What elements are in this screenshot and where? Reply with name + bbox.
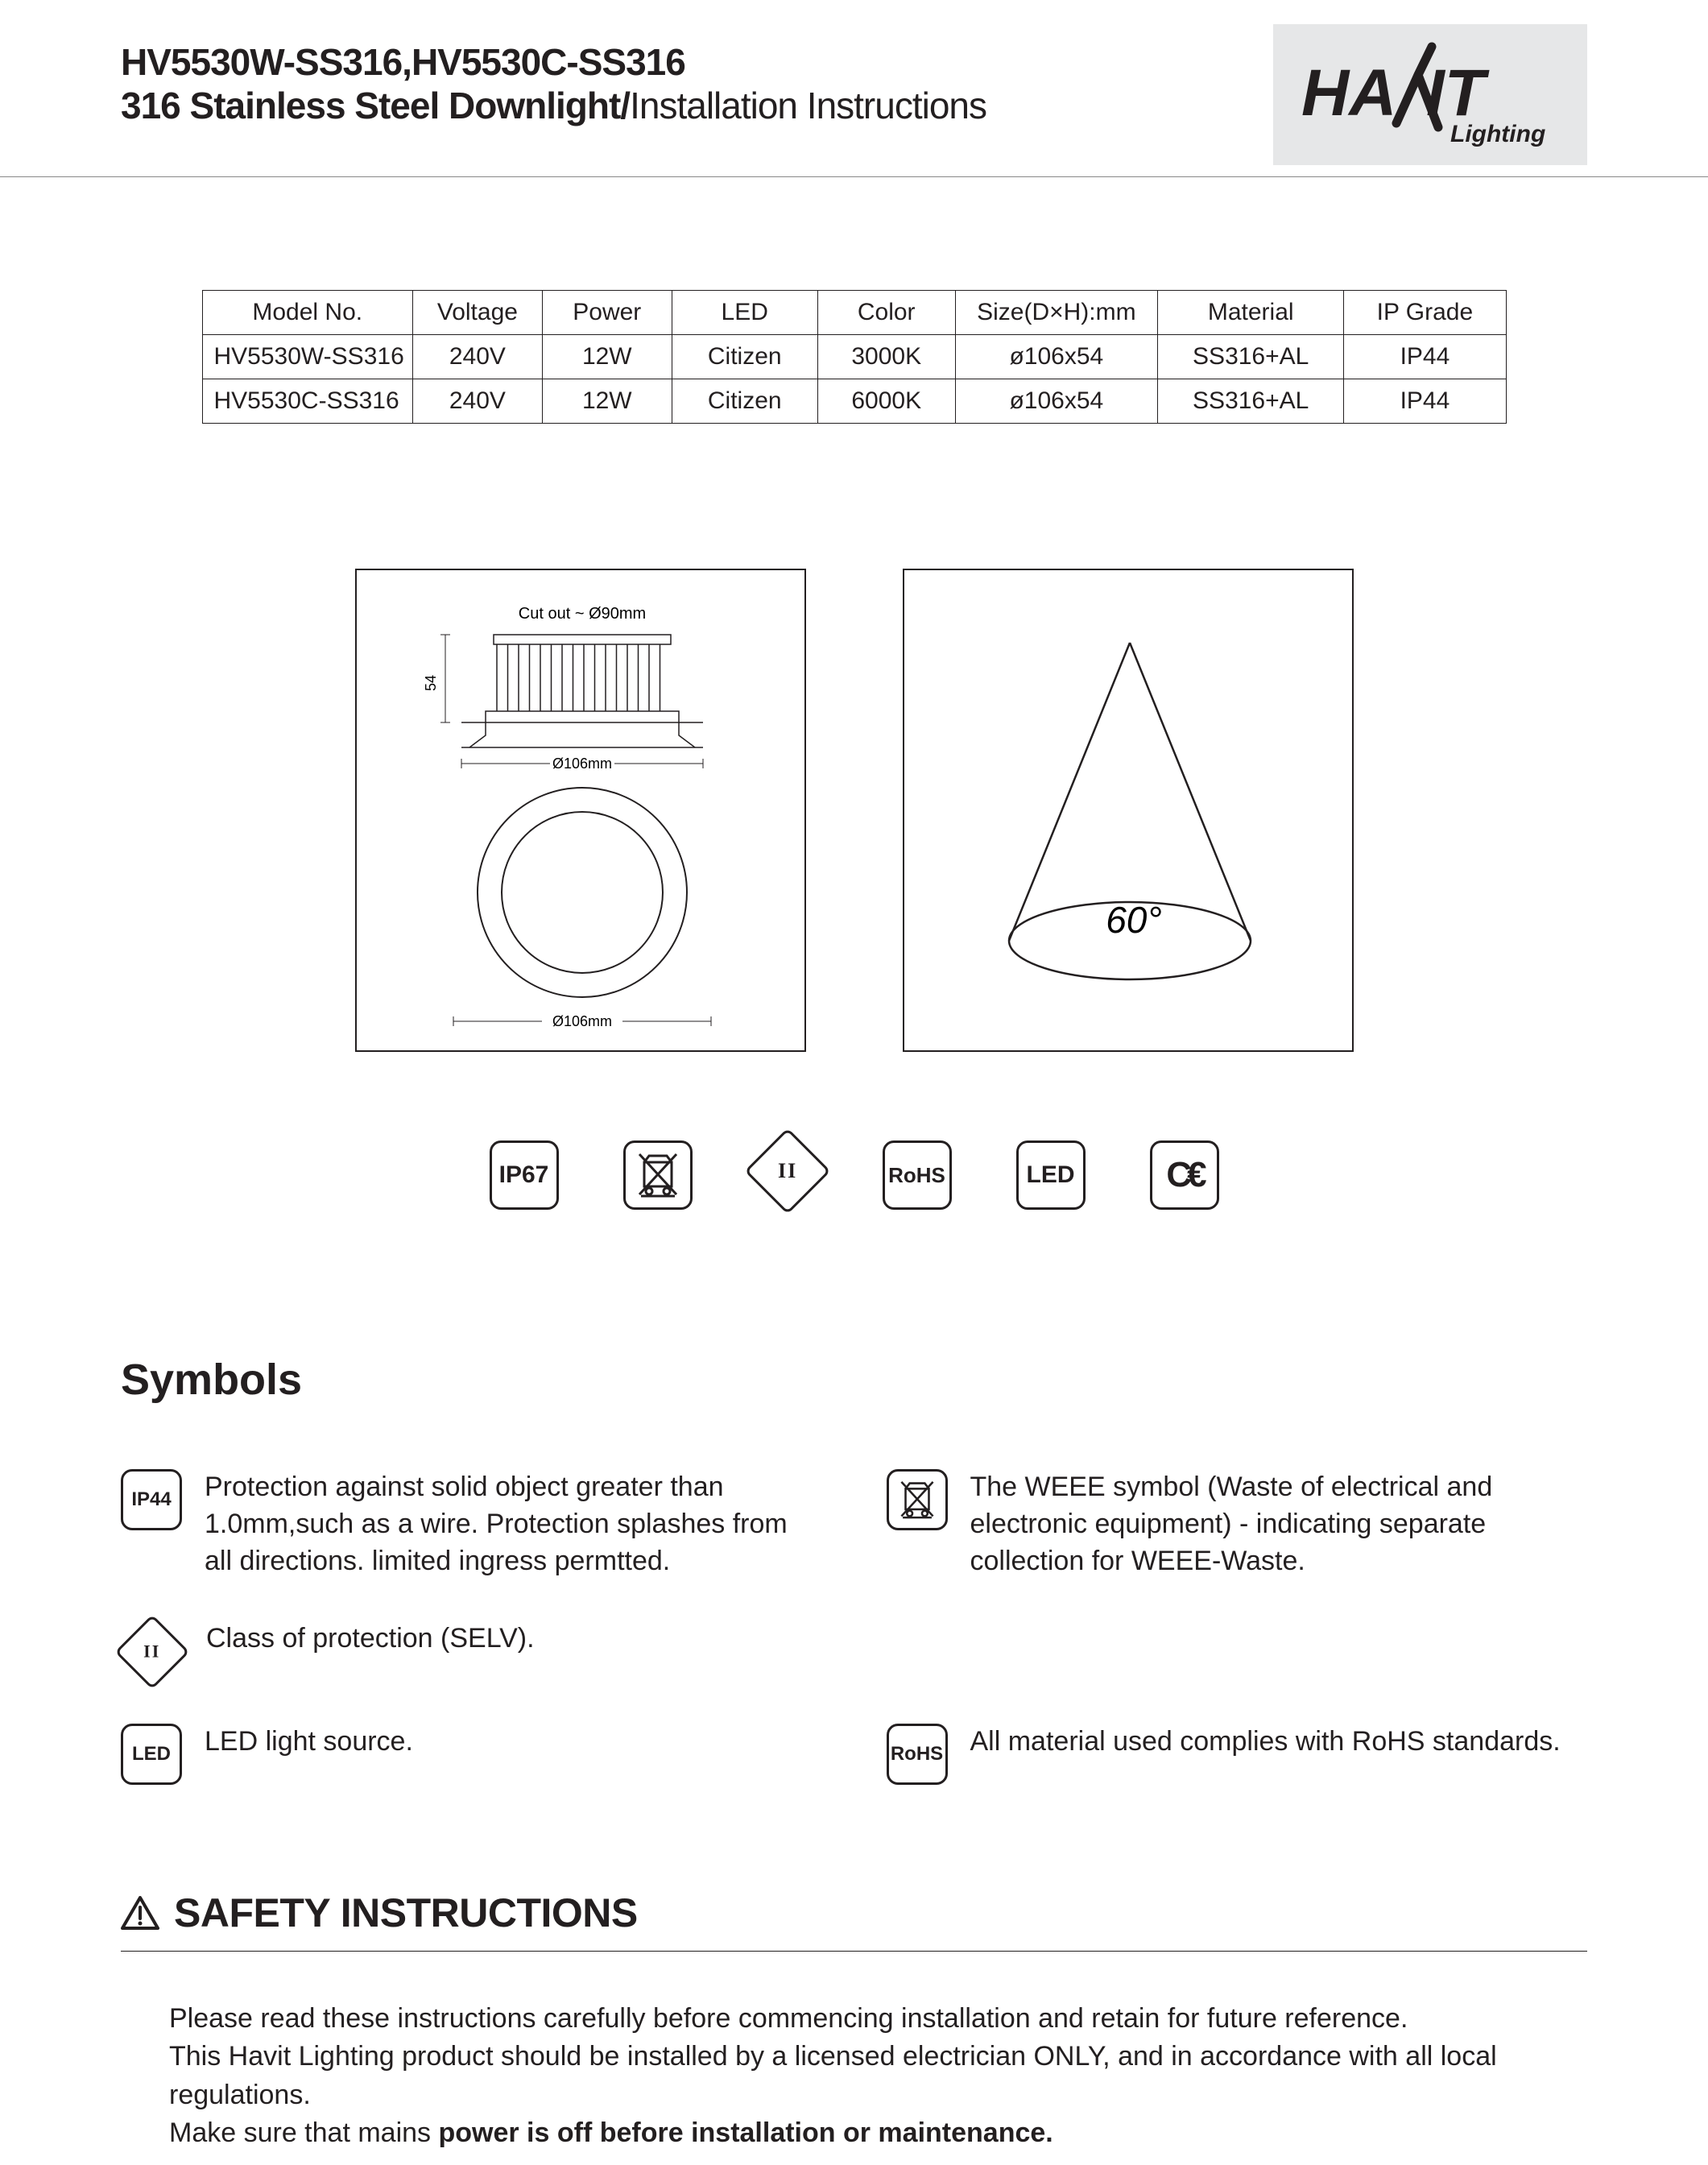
- symbol-desc: Class of protection (SELV).: [206, 1621, 535, 1658]
- spec-col-0: Model No.: [202, 291, 412, 335]
- page-header: HV5530W-SS316,HV5530C-SS316 316 Stainles…: [0, 0, 1708, 177]
- compliance-icons-row: IP67 II RoHS LED C€: [0, 1140, 1708, 1210]
- beam-cone-icon: [1009, 643, 1251, 941]
- spec-col-2: Power: [542, 291, 672, 335]
- spec-table: Model No.VoltagePowerLEDColorSize(D×H):m…: [202, 290, 1507, 424]
- height-dim-label: 54: [423, 675, 439, 691]
- spec-col-1: Voltage: [412, 291, 542, 335]
- class2-icon: II: [744, 1128, 830, 1214]
- safety-p2: This Havit Lighting product should be in…: [169, 2038, 1539, 2114]
- table-row: HV5530C-SS316240V12WCitizen6000Kø106x54S…: [202, 379, 1506, 424]
- diagram-row: Cut out ~ Ø90mm 54 Ø106mm: [0, 569, 1708, 1052]
- led-icon: LED: [1016, 1140, 1086, 1210]
- spec-col-7: IP Grade: [1344, 291, 1506, 335]
- svg-text:Lighting: Lighting: [1450, 121, 1545, 147]
- beam-angle-diagram: 60°: [903, 569, 1354, 1052]
- class2-icon: II: [114, 1614, 189, 1689]
- rohs-icon: RoHS: [887, 1724, 948, 1785]
- weee-icon: [887, 1469, 948, 1530]
- safety-p1: Please read these instructions carefully…: [169, 2000, 1539, 2039]
- symbol-desc: Protection against solid object greater …: [205, 1469, 822, 1580]
- cutout-label: Cut out ~ Ø90mm: [518, 605, 645, 623]
- safety-heading: SAFETY INSTRUCTIONS: [174, 1890, 638, 1936]
- plan-dim-label: Ø106mm: [552, 1013, 611, 1029]
- symbol-item: IIClass of protection (SELV).: [121, 1621, 822, 1683]
- beam-angle-label: 60°: [1106, 899, 1162, 941]
- led-icon: LED: [121, 1724, 182, 1785]
- spec-col-3: LED: [672, 291, 817, 335]
- width-dim-label: Ø106mm: [552, 755, 611, 772]
- spec-col-4: Color: [817, 291, 955, 335]
- safety-section: SAFETY INSTRUCTIONS Please read these in…: [0, 1890, 1708, 2153]
- heatsink-side-view-icon: [461, 635, 703, 747]
- safety-body: Please read these instructions carefully…: [121, 1952, 1587, 2153]
- ip67-icon: IP67: [490, 1140, 559, 1210]
- symbol-item: IP44 Protection against solid object grea…: [121, 1469, 822, 1580]
- brand-logo: HA IT Lighting: [1273, 24, 1587, 165]
- dimension-diagram: Cut out ~ Ø90mm 54 Ø106mm: [355, 569, 806, 1052]
- logo-text: HA: [1301, 56, 1396, 130]
- symbols-section: Symbols IP44 Protection against solid obj…: [0, 1355, 1708, 1785]
- spec-col-5: Size(D×H):mm: [955, 291, 1157, 335]
- spec-col-6: Material: [1158, 291, 1344, 335]
- ce-icon: C€: [1150, 1140, 1219, 1210]
- symbol-item: RoHS All material used complies with RoHS…: [887, 1724, 1588, 1785]
- symbol-desc: LED light source.: [205, 1724, 413, 1761]
- header-model-codes: HV5530W-SS316,HV5530C-SS316: [121, 40, 986, 84]
- warning-triangle-icon: [121, 1896, 159, 1930]
- weee-icon: [623, 1140, 693, 1210]
- symbol-desc: All material used complies with RoHS sta…: [970, 1724, 1561, 1761]
- plan-inner-circle-icon: [502, 812, 663, 973]
- symbol-item: LED LED light source.: [121, 1724, 822, 1785]
- spec-table-header-row: Model No.VoltagePowerLEDColorSize(D×H):m…: [202, 291, 1506, 335]
- safety-header: SAFETY INSTRUCTIONS: [121, 1890, 1587, 1952]
- safety-p3: Make sure that mains power is off before…: [169, 2114, 1539, 2153]
- plan-outer-circle-icon: [478, 788, 687, 997]
- symbol-item: The WEEE symbol (Waste of electrical and…: [887, 1469, 1588, 1580]
- symbol-desc: The WEEE symbol (Waste of electrical and…: [970, 1469, 1588, 1580]
- header-title-block: HV5530W-SS316,HV5530C-SS316 316 Stainles…: [121, 32, 986, 127]
- table-row: HV5530W-SS316240V12WCitizen3000Kø106x54S…: [202, 335, 1506, 379]
- ip44-icon: IP44: [121, 1469, 182, 1530]
- symbols-heading: Symbols: [121, 1355, 1587, 1405]
- rohs-icon: RoHS: [883, 1140, 952, 1210]
- header-subtitle: 316 Stainless Steel Downlight/Installati…: [121, 84, 986, 127]
